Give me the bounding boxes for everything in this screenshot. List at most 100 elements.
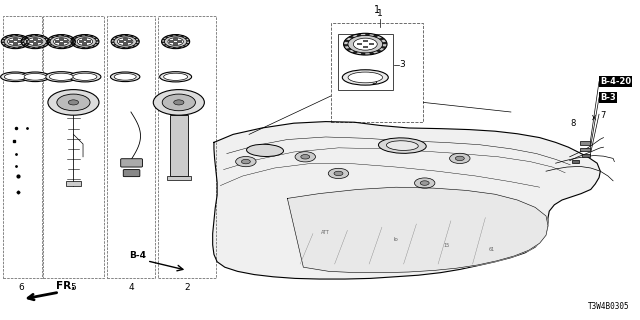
Bar <box>83 42 88 45</box>
Polygon shape <box>96 40 99 42</box>
Polygon shape <box>24 37 28 39</box>
Polygon shape <box>6 46 10 48</box>
Polygon shape <box>85 35 88 36</box>
Circle shape <box>68 100 79 105</box>
Circle shape <box>295 152 316 162</box>
Bar <box>158 16 216 278</box>
Circle shape <box>301 155 310 159</box>
Bar <box>44 16 104 278</box>
Polygon shape <box>9 35 13 36</box>
Polygon shape <box>381 46 387 49</box>
Polygon shape <box>135 43 139 45</box>
Polygon shape <box>66 35 70 37</box>
Polygon shape <box>132 45 136 47</box>
Bar <box>79 40 84 43</box>
Bar <box>331 23 424 122</box>
Bar <box>166 176 191 180</box>
Circle shape <box>8 38 23 45</box>
Ellipse shape <box>20 72 50 82</box>
Ellipse shape <box>49 73 74 80</box>
Bar <box>3 16 42 278</box>
Polygon shape <box>3 44 6 46</box>
Polygon shape <box>2 38 5 40</box>
Bar <box>13 42 18 45</box>
Polygon shape <box>178 47 182 48</box>
Ellipse shape <box>342 70 388 85</box>
Circle shape <box>153 90 204 115</box>
Circle shape <box>241 159 250 164</box>
Bar <box>356 43 362 45</box>
Bar <box>36 40 42 43</box>
Polygon shape <box>163 44 167 46</box>
Bar <box>59 42 64 45</box>
Bar <box>170 115 188 176</box>
Polygon shape <box>76 46 80 48</box>
Polygon shape <box>116 46 120 48</box>
Polygon shape <box>15 35 19 36</box>
Circle shape <box>48 90 99 115</box>
Text: 8: 8 <box>570 119 575 128</box>
FancyBboxPatch shape <box>124 170 140 177</box>
Circle shape <box>57 94 90 111</box>
Text: B-3: B-3 <box>600 93 616 102</box>
Text: 5: 5 <box>70 283 76 292</box>
Text: T3W4B0305: T3W4B0305 <box>588 302 629 311</box>
Bar <box>177 40 182 43</box>
Circle shape <box>1 35 29 49</box>
Bar <box>123 42 128 45</box>
Ellipse shape <box>348 72 383 83</box>
Polygon shape <box>74 36 78 38</box>
Polygon shape <box>161 42 164 43</box>
Polygon shape <box>88 47 91 48</box>
Bar <box>119 40 124 43</box>
Polygon shape <box>356 34 362 36</box>
Circle shape <box>77 38 93 45</box>
Circle shape <box>420 181 429 185</box>
Text: 3: 3 <box>399 60 405 69</box>
Polygon shape <box>287 187 548 273</box>
Text: B-4-20: B-4-20 <box>600 77 632 86</box>
Text: 6: 6 <box>19 283 24 292</box>
Circle shape <box>449 153 470 164</box>
Polygon shape <box>49 44 52 46</box>
Polygon shape <box>167 46 171 48</box>
Circle shape <box>344 33 387 55</box>
Bar <box>369 43 374 45</box>
Polygon shape <box>47 38 51 40</box>
Bar <box>83 38 88 41</box>
Polygon shape <box>113 44 116 46</box>
Circle shape <box>353 38 377 50</box>
Polygon shape <box>58 47 61 49</box>
Bar <box>108 16 155 278</box>
Polygon shape <box>82 47 85 49</box>
Text: 15: 15 <box>444 243 450 248</box>
Polygon shape <box>20 35 24 37</box>
Polygon shape <box>184 37 188 39</box>
Circle shape <box>161 35 189 49</box>
Bar <box>173 38 178 41</box>
Polygon shape <box>130 35 134 37</box>
Polygon shape <box>379 37 385 40</box>
Polygon shape <box>35 35 38 36</box>
Ellipse shape <box>73 73 97 80</box>
Text: 61: 61 <box>488 247 495 252</box>
Text: 1: 1 <box>374 5 380 15</box>
Polygon shape <box>24 36 28 38</box>
Circle shape <box>21 35 49 49</box>
Circle shape <box>71 35 99 49</box>
Bar <box>123 38 128 41</box>
Text: lo: lo <box>394 237 398 242</box>
Polygon shape <box>55 35 59 36</box>
Polygon shape <box>21 42 24 43</box>
Polygon shape <box>352 51 358 54</box>
Polygon shape <box>29 35 33 36</box>
Polygon shape <box>212 122 600 279</box>
Circle shape <box>162 94 195 111</box>
Polygon shape <box>186 43 189 45</box>
Polygon shape <box>47 42 51 43</box>
Bar <box>55 40 60 43</box>
Bar <box>29 40 34 43</box>
Bar <box>339 34 393 90</box>
Text: 3: 3 <box>372 77 378 86</box>
Circle shape <box>28 38 43 45</box>
